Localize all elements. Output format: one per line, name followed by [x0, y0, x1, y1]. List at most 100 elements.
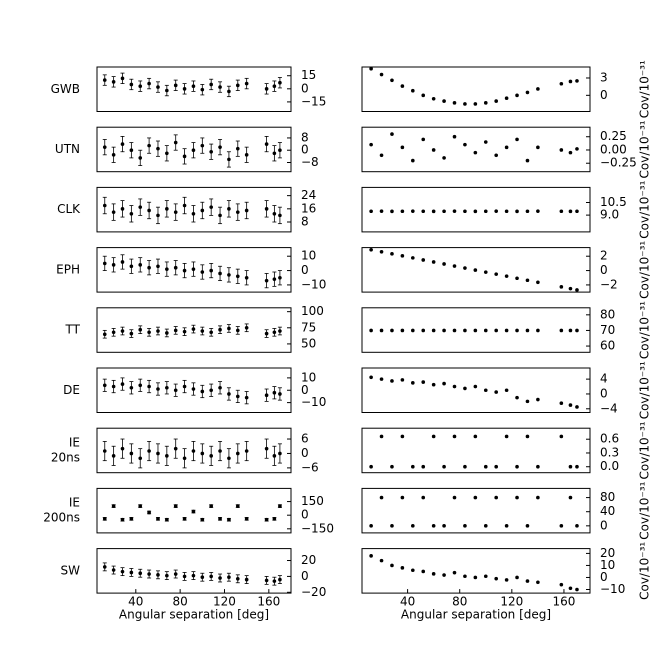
- point: [421, 258, 426, 262]
- point: [463, 209, 467, 214]
- point: [575, 328, 579, 333]
- point: [129, 517, 134, 521]
- point: [209, 268, 213, 273]
- y-tick-label: 150: [301, 494, 324, 508]
- point: [272, 277, 277, 281]
- point: [525, 328, 530, 333]
- point: [244, 395, 249, 400]
- point: [138, 383, 143, 388]
- point: [235, 576, 240, 581]
- point: [452, 384, 457, 389]
- point: [400, 145, 405, 150]
- point: [525, 90, 530, 95]
- point: [138, 205, 143, 209]
- point: [411, 158, 415, 163]
- point: [218, 385, 222, 390]
- point: [431, 328, 436, 333]
- point: [390, 209, 394, 214]
- point: [379, 249, 384, 254]
- point: [463, 386, 467, 391]
- panel-frame: [361, 126, 591, 173]
- panel-frame: [96, 247, 292, 293]
- point: [504, 578, 509, 582]
- panel-frame: [361, 487, 591, 534]
- y-tick-label: 0.3: [600, 445, 619, 459]
- point: [278, 329, 282, 333]
- point: [400, 84, 405, 88]
- point: [442, 381, 446, 386]
- point: [575, 464, 579, 469]
- point: [483, 328, 488, 333]
- point: [369, 524, 373, 528]
- point: [411, 256, 415, 260]
- point: [156, 213, 160, 218]
- point: [369, 247, 373, 252]
- y-tick-label: 15: [301, 68, 316, 82]
- point: [411, 464, 415, 469]
- point: [156, 387, 160, 391]
- y-tick-label: 100: [301, 304, 324, 318]
- point: [227, 273, 231, 277]
- point: [568, 403, 573, 407]
- point: [390, 328, 394, 333]
- point: [165, 517, 169, 522]
- point: [147, 143, 151, 148]
- point: [244, 577, 249, 582]
- y-axis-label: Cov/10⁻³¹: [638, 421, 652, 479]
- point: [120, 517, 125, 522]
- point: [431, 260, 436, 264]
- point: [182, 268, 187, 273]
- point: [431, 382, 436, 387]
- point: [411, 568, 415, 573]
- point: [379, 434, 384, 439]
- point: [390, 78, 394, 83]
- point: [165, 267, 169, 271]
- y-tick-label: 80: [600, 490, 615, 504]
- point: [400, 378, 405, 382]
- point: [264, 331, 269, 336]
- row-label: 200ns: [43, 511, 80, 525]
- y-tick-label: −150: [301, 521, 334, 535]
- point: [504, 96, 509, 101]
- point: [463, 328, 467, 333]
- point: [515, 93, 519, 98]
- point: [369, 554, 373, 558]
- panel-frame: [96, 307, 292, 353]
- point: [473, 328, 478, 333]
- panel-frame: [361, 66, 591, 112]
- point: [390, 132, 394, 136]
- point: [559, 209, 564, 214]
- point: [209, 330, 213, 335]
- point: [452, 134, 457, 139]
- point: [452, 495, 457, 500]
- row-label: 20ns: [51, 450, 80, 464]
- point: [200, 87, 205, 92]
- point: [390, 563, 394, 568]
- point: [536, 464, 540, 469]
- point: [278, 148, 282, 153]
- point: [494, 328, 498, 333]
- point: [494, 495, 498, 500]
- point: [278, 213, 282, 218]
- point: [431, 572, 436, 576]
- point: [379, 558, 384, 563]
- point: [431, 96, 436, 101]
- point: [494, 390, 498, 394]
- point: [191, 327, 196, 331]
- point: [218, 271, 222, 276]
- y-tick-label: 60: [600, 339, 615, 353]
- point: [559, 434, 564, 439]
- point: [147, 81, 151, 86]
- y-tick-label: 75: [301, 320, 316, 334]
- x-tick-label: 80: [173, 595, 188, 609]
- y-tick-label: 9.0: [600, 208, 619, 222]
- point: [400, 434, 405, 439]
- point: [165, 88, 169, 93]
- point: [559, 524, 564, 528]
- point: [400, 328, 405, 333]
- point: [400, 566, 405, 570]
- y-tick-label: 0: [301, 508, 309, 522]
- point: [165, 454, 169, 458]
- row-label: IE: [69, 496, 80, 510]
- point: [272, 151, 277, 156]
